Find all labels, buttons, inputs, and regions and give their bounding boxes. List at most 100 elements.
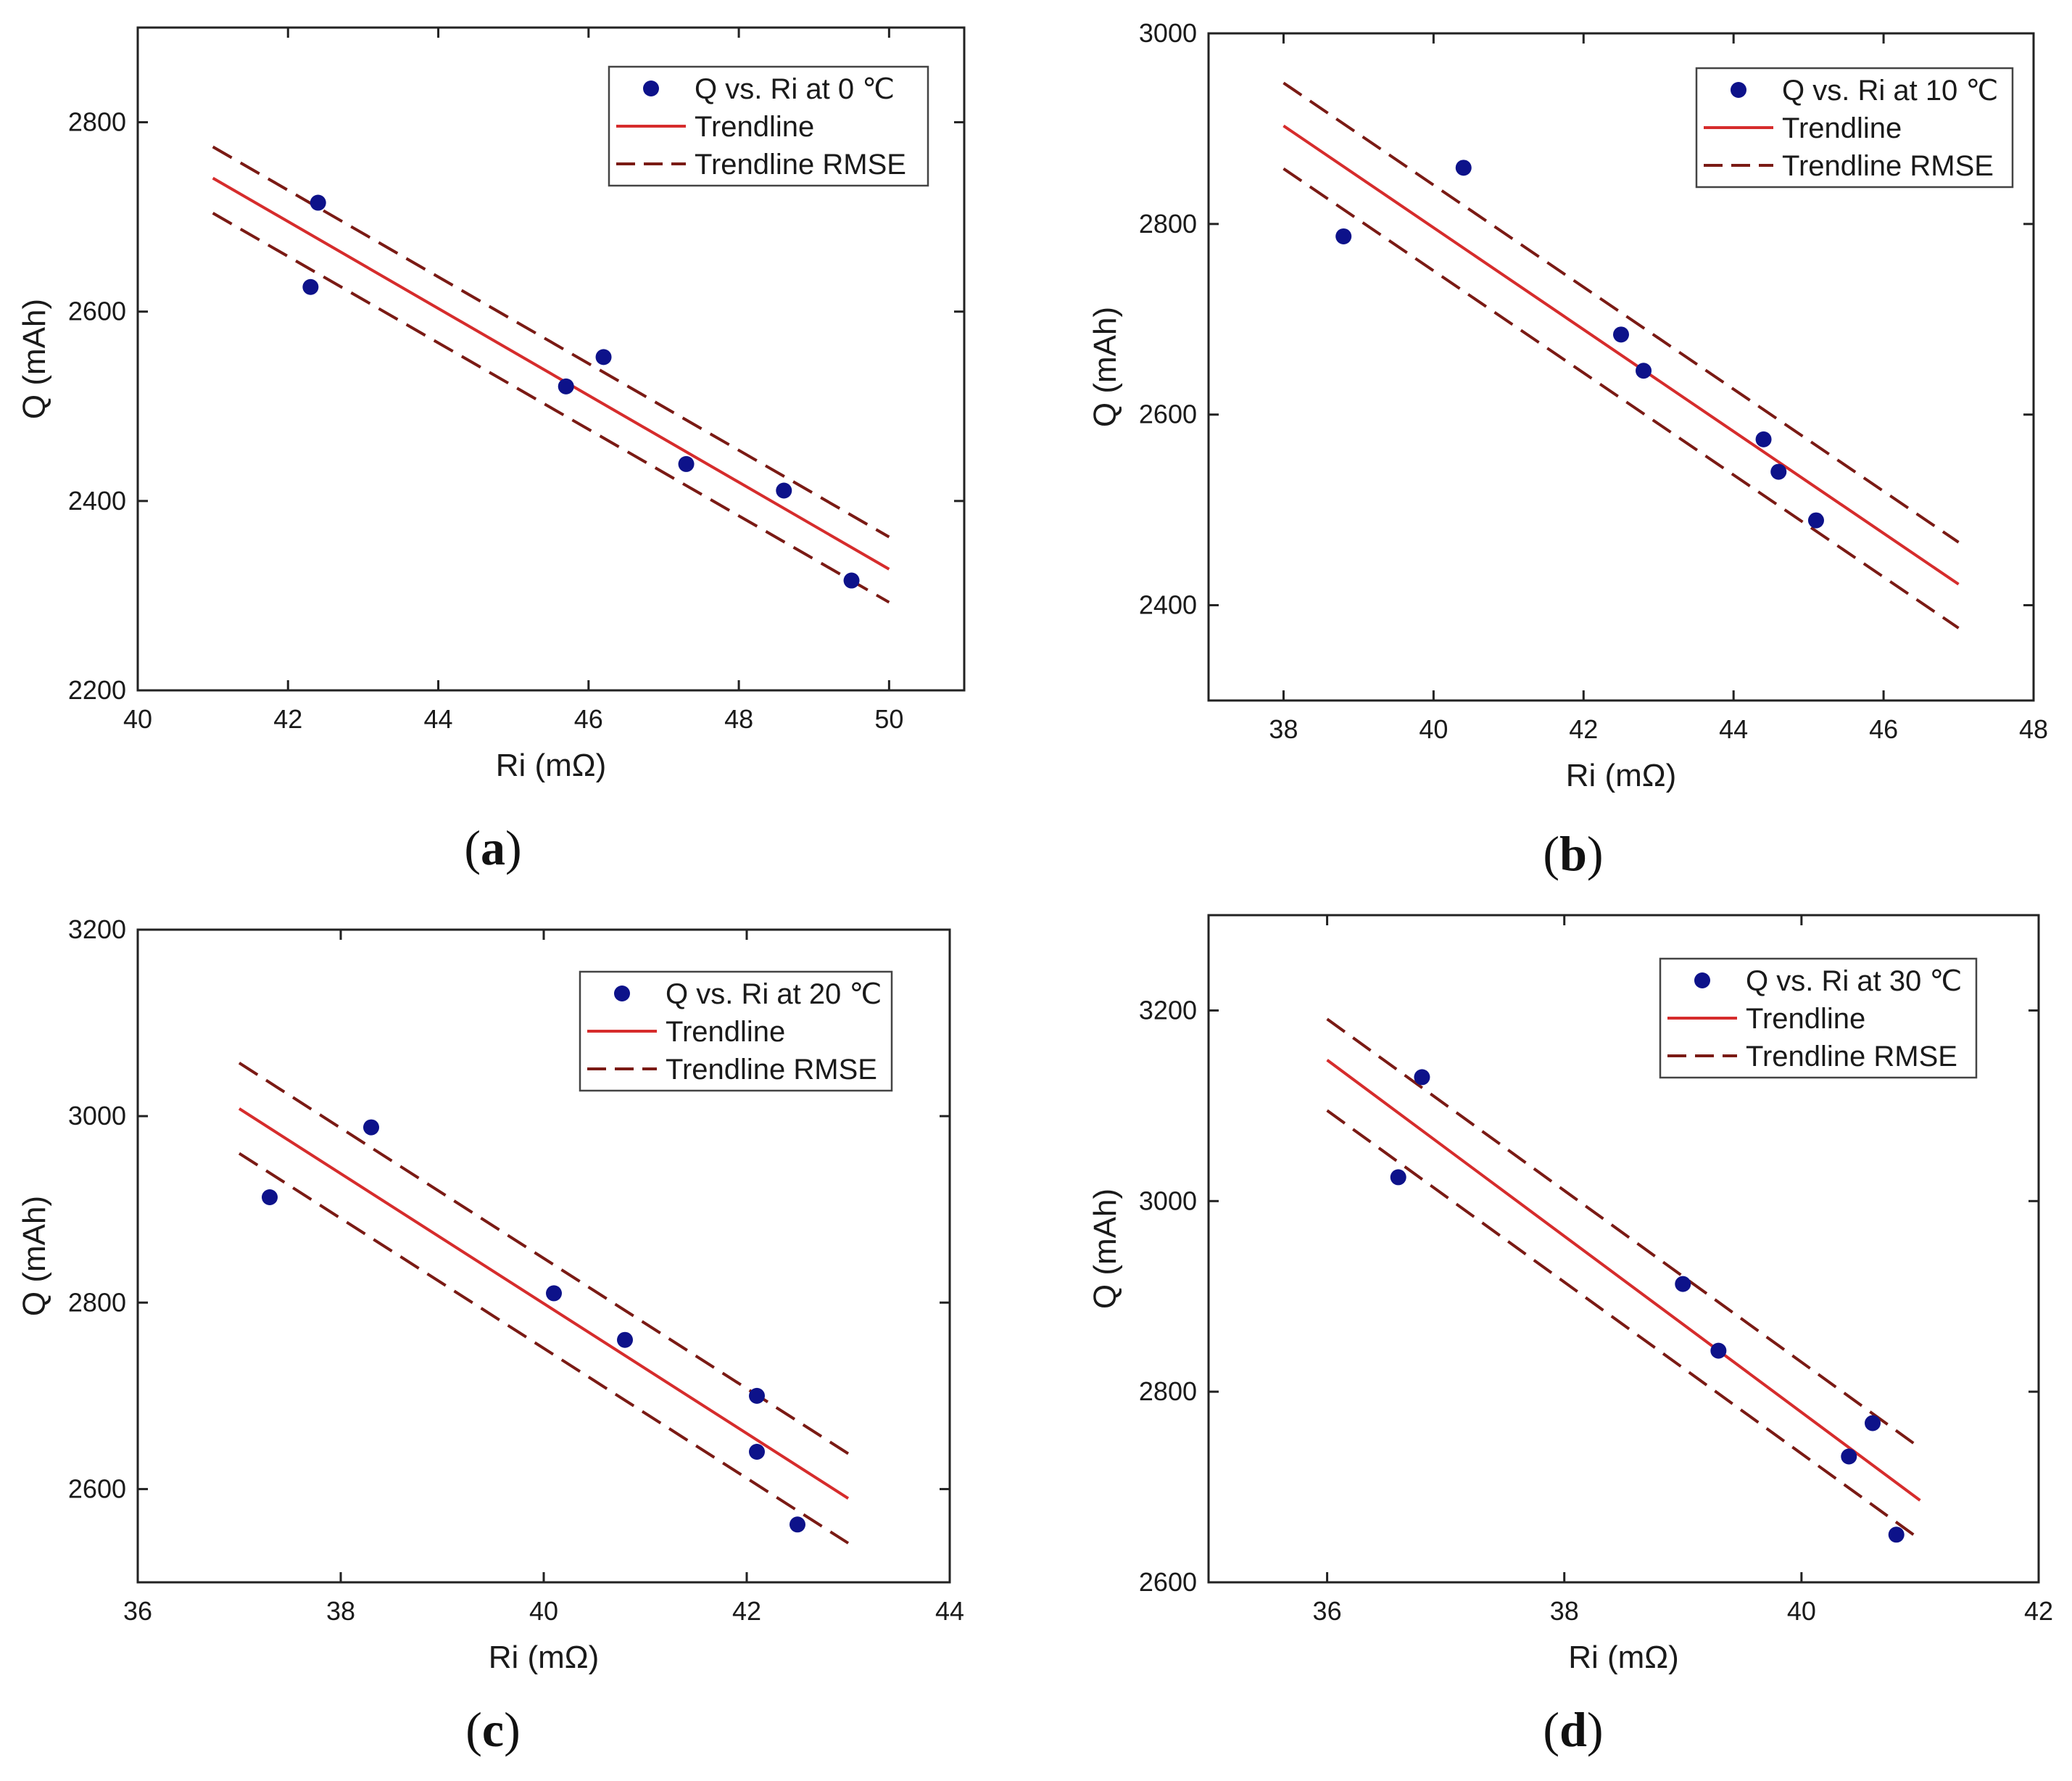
x-tick-label: 38 (326, 1596, 355, 1626)
rmse-upper-line (1282, 81, 1960, 544)
x-tick-label: 40 (123, 704, 152, 734)
chart-d: 36 38 40 42 2600 2800 3000 3200 Ri (mΩ) Q (mAh) Q … (1087, 914, 2053, 1757)
trendline (238, 1107, 850, 1500)
rmse-lower-line (238, 1152, 850, 1545)
legend-point-marker (1694, 972, 1710, 988)
rmse-upper-line (238, 1062, 850, 1455)
legend-label-rmse: Trendline RMSE (1746, 1041, 1957, 1073)
legend-label-rmse: Trendline RMSE (1782, 150, 1994, 182)
caption-letter: d (1559, 1702, 1587, 1757)
legend-label-rmse: Trendline RMSE (695, 149, 906, 181)
rmse-upper-line (1326, 1017, 1921, 1450)
x-tick-label: 40 (1419, 714, 1448, 744)
caption-letter: b (1559, 826, 1587, 881)
y-tick-label: 2600 (68, 297, 126, 326)
y-tick-label: 3200 (68, 914, 126, 944)
data-point (1414, 1069, 1430, 1086)
data-point (595, 349, 612, 365)
legend: Q vs. Ri at 10 ℃ Trendline Trendline RMSE (1695, 67, 2014, 189)
x-tick-label: 44 (935, 1596, 964, 1626)
y-tick-label: 3200 (1139, 995, 1197, 1025)
y-tick-label: 2600 (68, 1474, 126, 1503)
data-point (1841, 1448, 1857, 1465)
legend: Q vs. Ri at 0 ℃ Trendline Trendline RMSE (608, 65, 929, 187)
x-tick-label: 42 (1569, 714, 1598, 744)
data-point (749, 1387, 765, 1404)
legend-label-points: Q vs. Ri at 20 ℃ (666, 978, 882, 1010)
x-tick-label: 40 (1787, 1596, 1816, 1626)
trendline (1326, 1059, 1921, 1502)
caption-paren-open: ( (464, 820, 481, 875)
data-point (790, 1516, 805, 1533)
legend-label-trendline: Trendline (1782, 112, 1902, 144)
y-axis-title: Q (mAh) (1087, 1189, 1123, 1309)
x-tick-label: 38 (1269, 714, 1298, 744)
y-tick-label: 2600 (1139, 400, 1197, 429)
legend-point-marker (643, 80, 659, 96)
data-point (1636, 363, 1652, 379)
x-tick-label: 46 (574, 704, 603, 734)
x-axis-title: Ri (mΩ) (496, 748, 607, 783)
data-point (1613, 326, 1629, 343)
data-point (843, 572, 860, 589)
x-axis-title: Ri (mΩ) (1568, 1640, 1679, 1675)
legend-point-marker (614, 985, 630, 1001)
caption-paren-open: ( (1543, 826, 1559, 881)
rmse-lower-line (1282, 167, 1960, 629)
caption-paren-close: ) (1587, 826, 1604, 881)
data-point (262, 1189, 278, 1205)
y-tick-label: 2600 (1139, 1567, 1197, 1597)
legend-label-rmse: Trendline RMSE (666, 1054, 877, 1086)
data-point (1455, 160, 1472, 176)
data-point (1770, 463, 1787, 480)
data-point (546, 1285, 562, 1302)
rmse-lower-line (1326, 1109, 1921, 1541)
legend-label-trendline: Trendline (666, 1016, 785, 1048)
y-axis-title: Q (mAh) (17, 1196, 52, 1316)
data-point (776, 482, 792, 499)
x-tick-label: 40 (529, 1596, 558, 1626)
caption-paren-open: ( (1543, 1702, 1559, 1757)
chart-c: 36 38 40 42 44 2600 2800 3000 3200 Ri (mΩ) Q (mAh)… (17, 914, 964, 1757)
data-point (749, 1444, 765, 1460)
x-tick-label: 42 (2024, 1596, 2053, 1626)
rmse-lower-line (212, 212, 890, 604)
caption-paren-close: ) (504, 1702, 521, 1757)
legend: Q vs. Ri at 20 ℃ Trendline Trendline RMSE (579, 970, 893, 1092)
data-point (1710, 1342, 1727, 1359)
data-point (302, 278, 319, 295)
y-tick-label: 3000 (1139, 18, 1197, 48)
x-tick-label: 38 (1550, 1596, 1579, 1626)
y-tick-label: 3000 (68, 1101, 126, 1131)
x-tick-label: 50 (874, 704, 903, 734)
data-point (678, 455, 695, 472)
x-tick-label: 36 (123, 1596, 152, 1626)
legend-label-trendline: Trendline (695, 111, 814, 143)
y-tick-label: 2400 (68, 486, 126, 516)
legend-label-points: Q vs. Ri at 30 ℃ (1746, 965, 1962, 997)
data-point (1888, 1526, 1905, 1543)
plot-frame (1207, 914, 2040, 1584)
y-tick-label: 3000 (1139, 1186, 1197, 1215)
x-tick-label: 44 (1719, 714, 1748, 744)
data-point (1675, 1276, 1691, 1292)
caption-letter: a (481, 820, 505, 875)
plot-frame (1207, 32, 2035, 702)
x-tick-label: 48 (2019, 714, 2048, 744)
data-point (1390, 1169, 1406, 1186)
x-tick-label: 42 (732, 1596, 761, 1626)
y-tick-label: 2800 (68, 107, 126, 137)
y-tick-label: 2400 (1139, 590, 1197, 620)
x-tick-label: 36 (1313, 1596, 1342, 1626)
data-point (310, 194, 326, 211)
plot-frame (136, 26, 966, 692)
y-axis-title: Q (mAh) (1087, 307, 1123, 427)
y-axis-title: Q (mAh) (17, 299, 52, 419)
legend: Q vs. Ri at 30 ℃ Trendline Trendline RMSE (1659, 957, 1978, 1079)
x-tick-label: 42 (273, 704, 302, 734)
y-tick-label: 2800 (68, 1287, 126, 1317)
x-tick-label: 44 (424, 704, 453, 734)
data-point (1807, 512, 1824, 529)
